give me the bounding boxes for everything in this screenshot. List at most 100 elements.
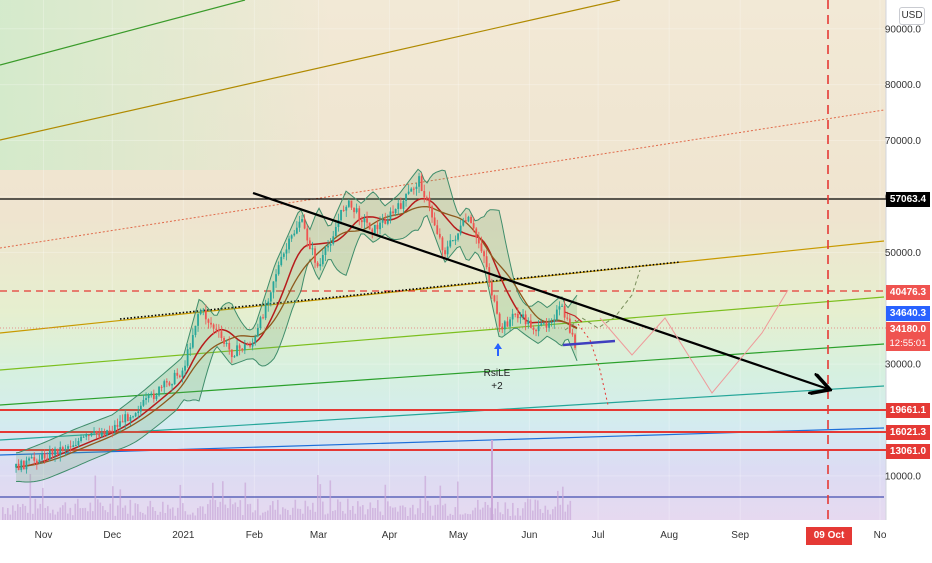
- volume-bar: [377, 500, 379, 520]
- candle-body: [509, 319, 511, 327]
- candle-body: [355, 208, 358, 213]
- volume-bar: [419, 498, 422, 520]
- candle-body: [425, 197, 428, 199]
- volume-bar: [407, 515, 409, 520]
- candle-body: [285, 249, 288, 254]
- volume-bar: [282, 507, 284, 520]
- volume-bar: [194, 515, 197, 520]
- x-tick-label: 2021: [172, 530, 195, 541]
- candle-body: [459, 225, 462, 234]
- channel-lines: [0, 0, 886, 520]
- candle-body: [238, 345, 241, 349]
- volume-bar: [529, 499, 532, 520]
- volume-bar: [147, 506, 149, 520]
- date-marker-label: 09 Oct '21: [806, 527, 852, 559]
- candle-body: [233, 356, 236, 358]
- volume-bar: [132, 515, 134, 520]
- trend-arrow: [252, 191, 828, 389]
- candle-body: [254, 336, 257, 344]
- volume-bar: [509, 515, 512, 520]
- volume-bar: [104, 510, 107, 520]
- candle-body: [230, 349, 233, 358]
- volume-bar: [22, 503, 24, 520]
- candle-body: [418, 176, 420, 187]
- candle-body: [163, 381, 166, 388]
- candle-body: [59, 447, 62, 455]
- candle-body: [243, 344, 246, 351]
- volume-bar: [542, 512, 544, 520]
- candle-body: [168, 382, 171, 386]
- candle-body: [314, 248, 316, 263]
- candle-body: [438, 233, 441, 238]
- candle-body: [171, 384, 173, 386]
- candle-body: [397, 203, 400, 210]
- candle-body: [563, 305, 566, 318]
- volume-bar: [412, 504, 414, 520]
- candle-body: [22, 460, 25, 470]
- candle-body: [329, 243, 332, 246]
- candle-body: [548, 322, 550, 328]
- candle-body: [373, 224, 376, 234]
- candle-body: [555, 309, 558, 320]
- volume-bar: [247, 504, 249, 520]
- volume-bar: [532, 510, 534, 520]
- candle-body: [431, 206, 433, 218]
- volume-bar: [439, 485, 442, 520]
- projection-down: [574, 319, 609, 406]
- candle-body: [444, 250, 446, 255]
- candle-body: [41, 453, 43, 460]
- x-tick-label: Sep: [731, 530, 749, 541]
- volume-bar: [219, 501, 222, 520]
- volume-bar: [319, 484, 322, 520]
- chart-canvas[interactable]: Nov Dec 2021 Feb Mar Apr May Jun Jul Aug Sep No 900…: [0, 0, 932, 550]
- candle-body: [483, 251, 485, 257]
- candle-body: [524, 314, 527, 325]
- volume-bar: [244, 482, 247, 520]
- candle-body: [272, 281, 275, 293]
- volume-bar: [212, 482, 214, 520]
- candle-body: [288, 238, 290, 250]
- candle-body: [511, 313, 514, 320]
- candle-body: [402, 200, 405, 209]
- candle-body: [470, 216, 472, 224]
- x-tick-label: No: [874, 530, 887, 541]
- volume-bar: [554, 506, 557, 520]
- y-tick-label: 90000.0: [885, 24, 922, 35]
- candle-body: [358, 208, 361, 221]
- y-tick-label: 50000.0: [885, 248, 922, 259]
- volume-bar: [329, 480, 332, 520]
- x-tick-label: Dec: [103, 530, 121, 541]
- volume-bar: [559, 504, 562, 520]
- candle-body: [381, 219, 384, 223]
- time-axis[interactable]: [0, 520, 886, 550]
- candle-body: [293, 233, 296, 236]
- channel-line: [0, 0, 621, 141]
- volume-bar: [187, 514, 189, 520]
- volume-bar: [217, 507, 219, 520]
- volume-bar: [402, 505, 404, 520]
- candle-body: [308, 240, 311, 250]
- volume-bar: [214, 500, 217, 520]
- candle-body: [415, 186, 418, 189]
- candle-body: [376, 224, 379, 230]
- candle-body: [311, 248, 314, 250]
- candle-body: [160, 386, 163, 388]
- candle-body: [389, 211, 392, 220]
- volume-bar: [122, 507, 124, 520]
- candle-body: [490, 282, 493, 296]
- currency-badge[interactable]: USD: [899, 7, 925, 25]
- volume-bar: [409, 507, 412, 520]
- candle-body: [399, 203, 402, 209]
- candle-body: [51, 450, 54, 456]
- candle-body: [337, 220, 340, 227]
- volume-bar: [197, 508, 199, 520]
- volume-bar: [262, 512, 264, 520]
- candle-body: [82, 436, 85, 438]
- candle-body: [301, 219, 303, 222]
- volume-bar: [392, 507, 394, 520]
- volume-bar: [189, 514, 192, 520]
- candle-body: [519, 317, 522, 319]
- candle-body: [433, 217, 436, 226]
- volume-bar: [9, 514, 12, 520]
